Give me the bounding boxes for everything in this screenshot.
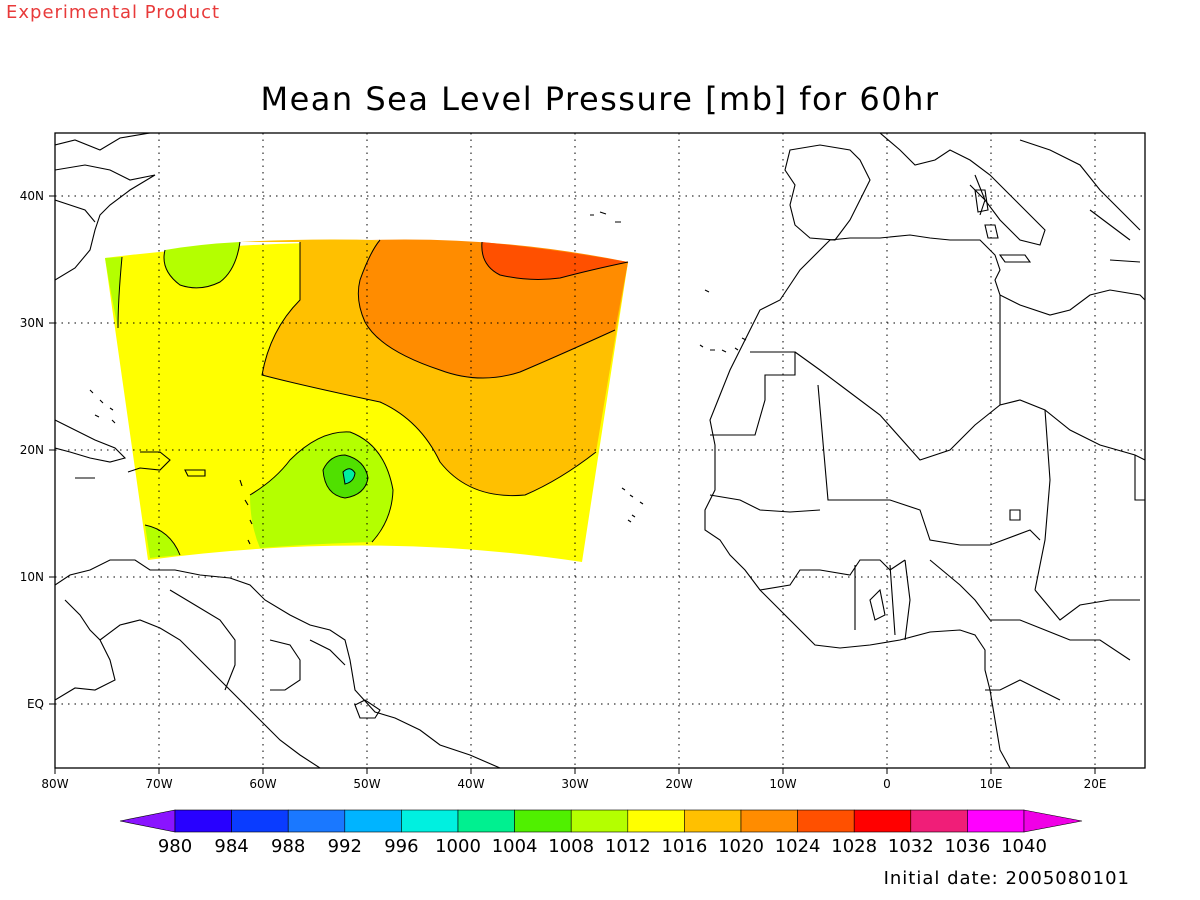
colorbar-left-arrow <box>119 809 176 833</box>
colorbar-swatch <box>740 809 798 833</box>
lon-label: 30W <box>561 777 588 791</box>
colorbar <box>119 809 1083 833</box>
coastlines <box>55 133 1145 768</box>
colorbar-tick-label: 1004 <box>492 836 538 857</box>
colorbar-tick-label: 1008 <box>548 836 594 857</box>
lat-label: EQ <box>27 697 44 711</box>
colorbar-swatch <box>684 809 742 833</box>
lat-label: 40N <box>20 189 44 203</box>
colorbar-swatch <box>174 809 232 833</box>
lon-label: 20W <box>665 777 692 791</box>
field-1008-region-north <box>164 242 240 288</box>
longitude-labels: 80W 70W 60W 50W 40W 30W 20W 10W 0 10E 20… <box>41 777 1106 791</box>
colorbar-right-arrow <box>1023 809 1083 833</box>
colorbar-tick-label: 1032 <box>888 836 934 857</box>
lon-label: 0 <box>883 777 891 791</box>
colorbar-swatch <box>853 809 912 833</box>
experimental-product-label: Experimental Product <box>6 2 221 23</box>
colorbar-swatch <box>627 809 685 833</box>
lon-label: 60W <box>249 777 276 791</box>
colorbar-tick-label: 1012 <box>605 836 651 857</box>
contour-lines <box>117 239 629 556</box>
colorbar-swatch <box>401 809 459 833</box>
colorbar-swatch <box>231 809 289 833</box>
lon-label: 10W <box>769 777 796 791</box>
field-1000-core <box>342 468 356 485</box>
colorbar-tick-label: 1036 <box>944 836 990 857</box>
colorbar-tick-label: 992 <box>328 836 362 857</box>
colorbar-tick-label: 984 <box>214 836 248 857</box>
colorbar-tick-label: 980 <box>158 836 192 857</box>
colorbar-labels: 980 984 988 992 996 1000 1004 1008 1012 1016 1020 1… <box>158 836 1047 857</box>
lat-label: 10N <box>20 570 44 584</box>
colorbar-swatch <box>967 809 1025 833</box>
lon-label: 80W <box>41 777 68 791</box>
colorbar-tick-label: 1016 <box>661 836 707 857</box>
colorbar-tick-label: 1000 <box>435 836 481 857</box>
lon-label: 50W <box>353 777 380 791</box>
colorbar-tick-label: 1028 <box>831 836 877 857</box>
lat-label: 20N <box>20 443 44 457</box>
colorbar-swatch <box>570 809 629 833</box>
colorbar-tick-label: 988 <box>271 836 305 857</box>
colorbar-tick-label: 1020 <box>718 836 764 857</box>
colorbar-swatch <box>910 809 968 833</box>
initial-date-label: Initial date: 2005080101 <box>883 868 1130 889</box>
field-1008-region-west <box>105 257 122 328</box>
latitude-labels: 40N 30N 20N 10N EQ <box>20 189 44 711</box>
field-1008-region-south <box>145 525 180 558</box>
colorbar-tick-label: 1024 <box>775 836 821 857</box>
lon-label: 10E <box>980 777 1003 791</box>
axis-ticks <box>49 195 1096 774</box>
colorbar-tick-label: 996 <box>384 836 418 857</box>
colorbar-swatch <box>287 809 346 833</box>
colorbar-tick-label: 1040 <box>1001 836 1047 857</box>
colorbar-swatch <box>344 809 402 833</box>
colorbar-swatch <box>797 809 855 833</box>
lat-label: 30N <box>20 316 44 330</box>
chart-title: Mean Sea Level Pressure [mb] for 60hr <box>260 80 940 118</box>
lon-label: 20E <box>1084 777 1107 791</box>
colorbar-swatch <box>457 809 515 833</box>
lon-label: 40W <box>457 777 484 791</box>
grid-lines <box>55 133 1145 768</box>
colorbar-swatch <box>514 809 572 833</box>
lon-label: 70W <box>145 777 172 791</box>
